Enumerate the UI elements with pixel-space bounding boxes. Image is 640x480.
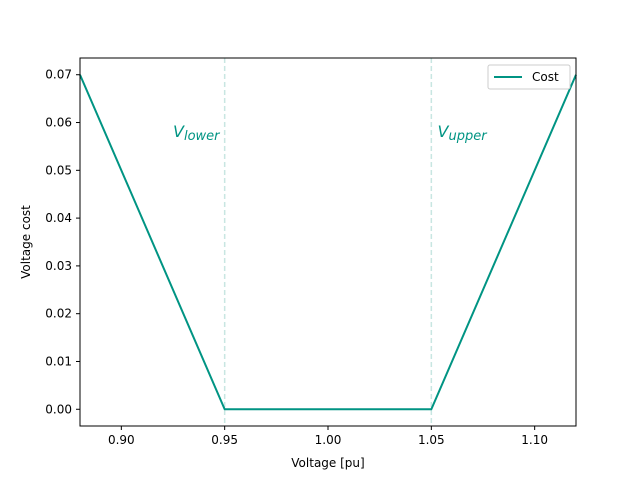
threshold-lines <box>223 58 433 426</box>
annotation-v-upper: Vupper <box>438 122 489 144</box>
y-tick-label: 0.06 <box>45 116 72 130</box>
x-tick-label: 1.00 <box>315 433 342 447</box>
legend-box <box>487 64 571 90</box>
x-tick-label: 1.05 <box>418 433 445 447</box>
x-axis-label: Voltage [pu] <box>291 456 364 470</box>
x-tick-label: 0.90 <box>108 433 135 447</box>
series-layer <box>79 74 577 411</box>
series-line-cost <box>79 74 577 411</box>
y-tick-label: 0.01 <box>45 354 72 368</box>
y-tick-label: 0.02 <box>45 307 72 321</box>
x-tick-label: 1.10 <box>521 433 548 447</box>
annotations: Vlower Vupper <box>173 122 488 144</box>
y-axis-ticks: 0.00 0.01 0.02 0.03 0.04 0.05 0.06 0.07 <box>45 68 80 416</box>
legend-label-cost: Cost <box>532 70 559 84</box>
x-axis-ticks: 0.90 0.95 1.00 1.05 1.10 <box>108 426 548 447</box>
y-tick-label: 0.03 <box>45 259 72 273</box>
x-tick-label: 0.95 <box>211 433 238 447</box>
y-tick-label: 0.00 <box>45 402 72 416</box>
legend: Cost <box>487 64 571 90</box>
y-tick-label: 0.04 <box>45 211 72 225</box>
annotation-v-lower: Vlower <box>173 122 221 144</box>
y-tick-label: 0.05 <box>45 163 72 177</box>
y-axis-label: Voltage cost <box>19 205 33 279</box>
y-tick-label: 0.07 <box>45 68 72 82</box>
